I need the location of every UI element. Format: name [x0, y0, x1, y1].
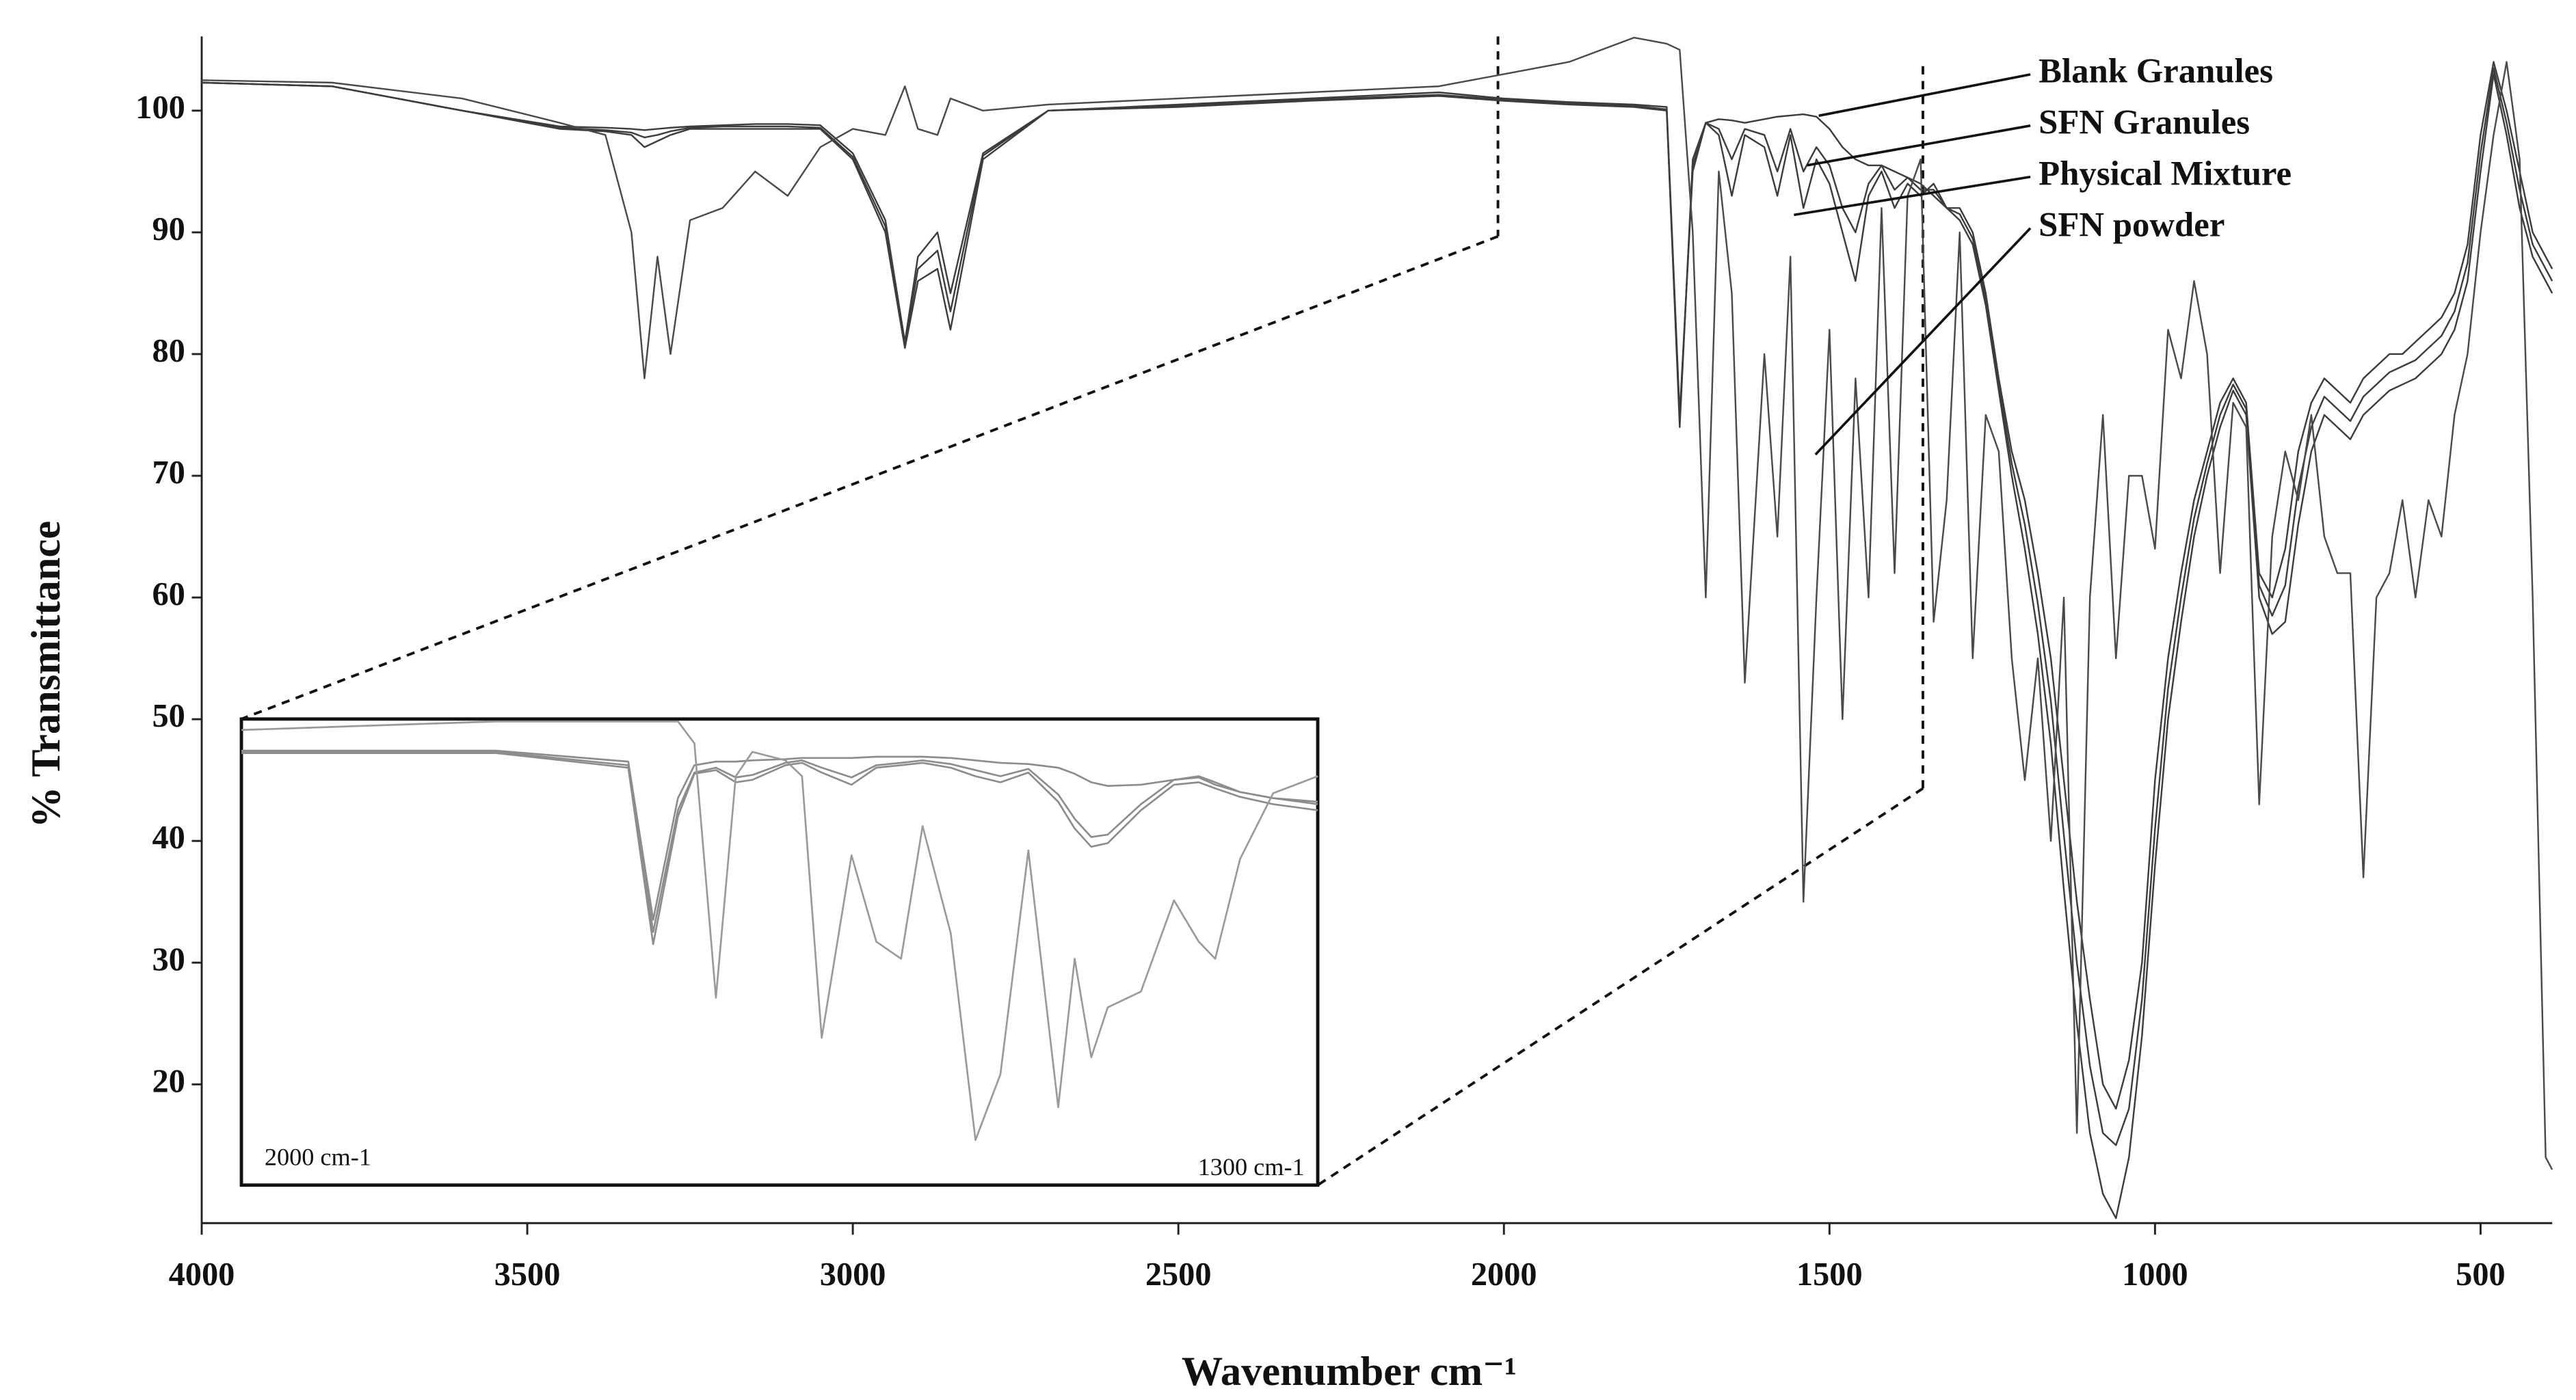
- x-tick-label: 1000: [2122, 1256, 2188, 1293]
- inset-frame: [239, 717, 1320, 1187]
- x-tick-label: 3000: [820, 1256, 886, 1293]
- y-tick-label: 90: [152, 211, 185, 247]
- spectrum-line: [241, 721, 1318, 1142]
- zoom-guide: [241, 234, 1499, 721]
- y-tick-label: 30: [152, 941, 185, 978]
- inset-label: 2000 cm-1: [265, 1144, 371, 1171]
- y-tick-label: 100: [135, 90, 185, 126]
- zoom-guides: [241, 36, 1924, 1187]
- legend-label: Blank Granules: [2039, 52, 2273, 90]
- x-tick-label: 4000: [169, 1256, 235, 1293]
- x-tick-label: 1500: [1796, 1256, 1863, 1293]
- zoom-guide: [1316, 787, 1924, 1187]
- y-tick-label: 20: [152, 1063, 185, 1099]
- legend-label: Physical Mixture: [2039, 154, 2292, 192]
- x-tick-label: 2500: [1145, 1256, 1212, 1293]
- legend-leader: [1818, 73, 2031, 118]
- y-tick-label: 40: [152, 820, 185, 856]
- legend-leader: [1814, 227, 2032, 456]
- spectrum-line: [241, 751, 1318, 933]
- y-tick-label: 80: [152, 333, 185, 369]
- x-tick-label: 2000: [1471, 1256, 1537, 1293]
- spectrum-line: [241, 752, 1318, 945]
- x-tick-label: 500: [2456, 1256, 2506, 1293]
- x-tick-label: 3500: [494, 1256, 561, 1293]
- y-tick-label: 60: [152, 576, 185, 612]
- y-axis-title: % Transmittance: [23, 521, 69, 828]
- y-tick-label: 50: [152, 698, 185, 734]
- legend-label: SFN powder: [2039, 205, 2225, 243]
- legend-leader: [1794, 175, 2031, 217]
- legend-label: SFN Granules: [2039, 103, 2250, 141]
- legend-leader: [1807, 124, 2031, 167]
- inset-label: 1300 cm-1: [1198, 1153, 1305, 1181]
- spectrum-line: [201, 36, 2553, 1170]
- spectrum-line: [201, 61, 2553, 1110]
- y-tick-label: 70: [152, 455, 185, 491]
- x-axis-title: Wavenumber cm⁻¹: [1182, 1349, 1517, 1395]
